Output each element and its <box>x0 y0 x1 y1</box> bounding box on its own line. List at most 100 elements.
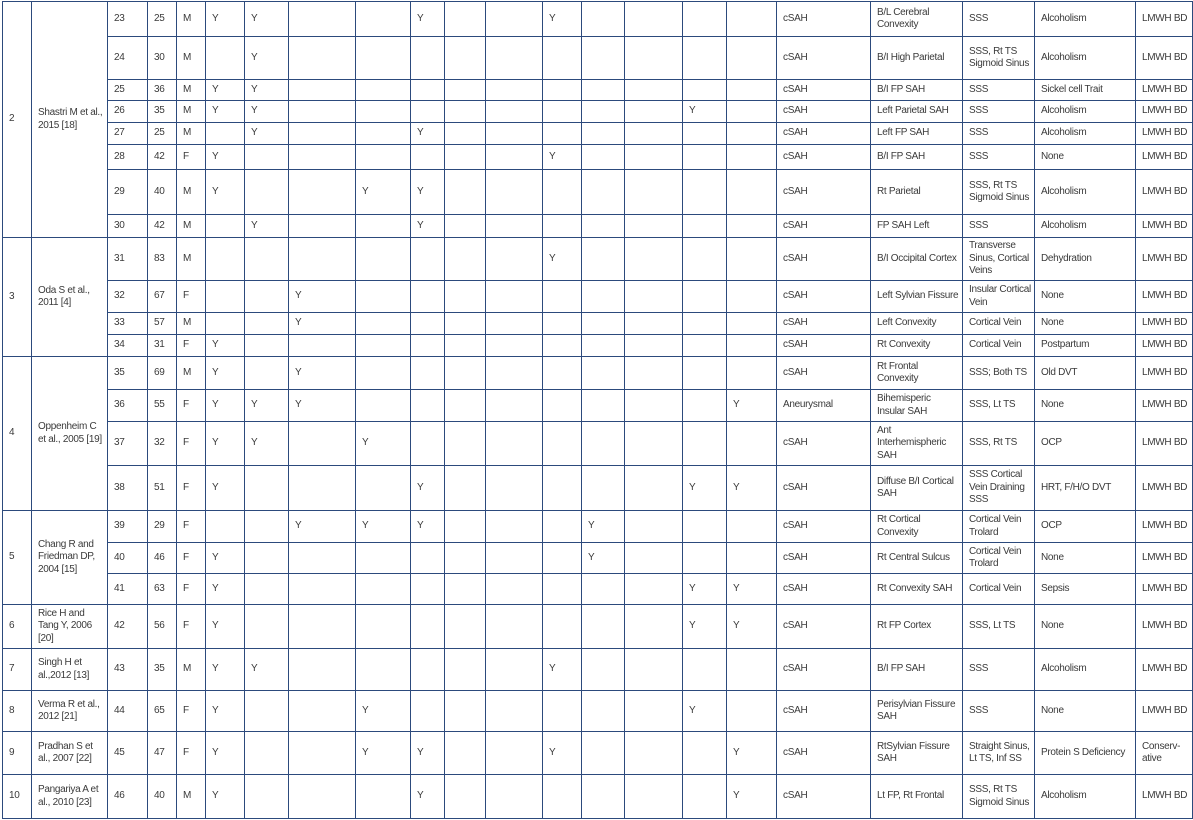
study-number: 8 <box>2 690 32 732</box>
feature-mark-cell <box>542 280 582 313</box>
study-number: 4 <box>2 356 32 511</box>
sinus-cell: Transverse Sinus, Cortical Veins <box>962 237 1035 281</box>
feature-mark-cell <box>726 356 777 390</box>
feature-mark-cell <box>410 542 445 574</box>
feature-mark-cell <box>444 690 486 732</box>
feature-mark-cell <box>288 144 356 170</box>
study-number: 2 <box>2 1 32 238</box>
feature-mark-cell <box>581 312 625 335</box>
feature-mark-cell <box>542 421 582 466</box>
feature-mark-cell <box>581 356 625 390</box>
feature-mark-cell: Y <box>288 356 356 390</box>
feature-mark-cell <box>444 1 486 37</box>
age-cell: 57 <box>147 312 177 335</box>
sah-type-cell: cSAH <box>776 36 871 80</box>
feature-mark-cell: Y <box>288 389 356 422</box>
feature-mark-cell: Y <box>542 1 582 37</box>
sinus-cell: SSS, Rt TS Sigmoid Sinus <box>962 774 1035 819</box>
sinus-cell: Cortical Vein <box>962 312 1035 335</box>
feature-mark-cell <box>444 100 486 123</box>
feature-mark-cell: Y <box>355 731 411 775</box>
risk-factor-cell: Old DVT <box>1034 356 1136 390</box>
study-citation: Pradhan S et al., 2007 [22] <box>31 731 108 775</box>
case-number: 29 <box>107 169 148 215</box>
feature-mark-cell <box>682 169 727 215</box>
feature-mark-cell <box>288 334 356 357</box>
feature-mark-cell <box>624 421 683 466</box>
treatment-cell: LMWH BD <box>1135 214 1193 238</box>
feature-mark-cell <box>624 465 683 511</box>
risk-factor-cell: Postpartum <box>1034 334 1136 357</box>
feature-mark-cell <box>542 36 582 80</box>
feature-mark-cell <box>624 144 683 170</box>
feature-mark-cell <box>542 573 582 605</box>
feature-mark-cell: Y <box>288 510 356 543</box>
sex-cell: F <box>176 604 206 649</box>
feature-mark-cell <box>355 237 411 281</box>
sex-cell: M <box>176 214 206 238</box>
feature-mark-cell <box>581 144 625 170</box>
case-number: 37 <box>107 421 148 466</box>
feature-mark-cell <box>355 122 411 145</box>
age-cell: 25 <box>147 1 177 37</box>
feature-mark-cell <box>410 389 445 422</box>
feature-mark-cell <box>542 312 582 335</box>
feature-mark-cell: Y <box>355 169 411 215</box>
feature-mark-cell: Y <box>410 731 445 775</box>
feature-mark-cell <box>355 79 411 101</box>
study-number: 7 <box>2 648 32 691</box>
feature-mark-cell: Y <box>581 510 625 543</box>
feature-mark-cell <box>542 214 582 238</box>
study-number: 10 <box>2 774 32 819</box>
feature-mark-cell <box>542 542 582 574</box>
feature-mark-cell <box>542 356 582 390</box>
sah-type-cell: cSAH <box>776 122 871 145</box>
feature-mark-cell <box>355 334 411 357</box>
feature-mark-cell: Y <box>410 1 445 37</box>
case-number: 42 <box>107 604 148 649</box>
treatment-cell: LMWH BD <box>1135 36 1193 80</box>
feature-mark-cell <box>410 604 445 649</box>
location-cell: Left FP SAH <box>870 122 963 145</box>
age-cell: 55 <box>147 389 177 422</box>
feature-mark-cell: Y <box>410 465 445 511</box>
feature-mark-cell <box>444 731 486 775</box>
sinus-cell: Cortical Vein <box>962 573 1035 605</box>
feature-mark-cell <box>624 604 683 649</box>
sinus-cell: SSS <box>962 214 1035 238</box>
feature-mark-cell <box>444 312 486 335</box>
feature-mark-cell <box>355 604 411 649</box>
feature-mark-cell <box>410 237 445 281</box>
sex-cell: M <box>176 100 206 123</box>
feature-mark-cell <box>288 465 356 511</box>
age-cell: 30 <box>147 36 177 80</box>
feature-mark-cell: Y <box>682 690 727 732</box>
feature-mark-cell <box>726 421 777 466</box>
feature-mark-cell <box>244 604 289 649</box>
feature-mark-cell <box>624 122 683 145</box>
feature-mark-cell: Y <box>205 334 245 357</box>
feature-mark-cell <box>542 604 582 649</box>
sinus-cell: SSS, Lt TS <box>962 389 1035 422</box>
feature-mark-cell: Y <box>682 100 727 123</box>
sex-cell: M <box>176 122 206 145</box>
sex-cell: F <box>176 690 206 732</box>
feature-mark-cell <box>682 334 727 357</box>
feature-mark-cell: Y <box>355 510 411 543</box>
sah-type-cell: cSAH <box>776 100 871 123</box>
feature-mark-cell <box>581 79 625 101</box>
feature-mark-cell <box>581 774 625 819</box>
feature-mark-cell <box>624 389 683 422</box>
risk-factor-cell: Alcoholism <box>1034 36 1136 80</box>
age-cell: 69 <box>147 356 177 390</box>
feature-mark-cell <box>682 144 727 170</box>
feature-mark-cell <box>682 237 727 281</box>
sinus-cell: SSS, Lt TS <box>962 604 1035 649</box>
feature-mark-cell <box>444 604 486 649</box>
feature-mark-cell <box>444 280 486 313</box>
feature-mark-cell <box>410 421 445 466</box>
feature-mark-cell <box>288 79 356 101</box>
sinus-cell: SSS, Rt TS Sigmoid Sinus <box>962 169 1035 215</box>
